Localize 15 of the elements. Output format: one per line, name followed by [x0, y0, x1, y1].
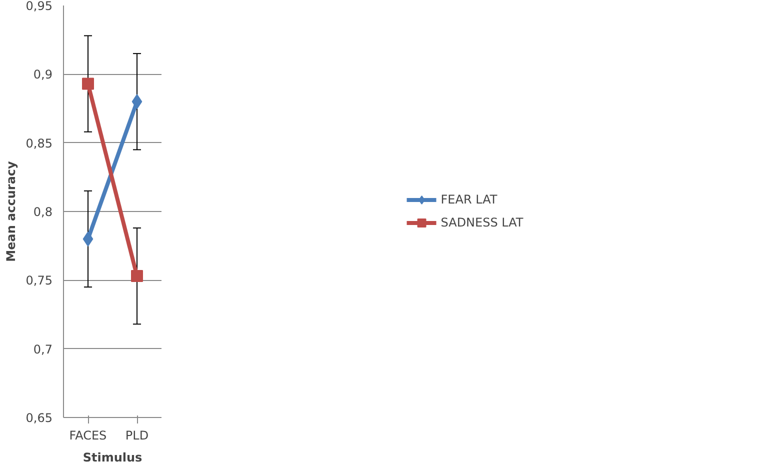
- y-axis-title: Mean accuracy: [4, 160, 18, 262]
- y-tick-label: 0,9: [33, 68, 53, 82]
- y-tick-label: 0,95: [26, 0, 52, 13]
- x-tick-label: FACES: [69, 428, 107, 442]
- y-tick-label: 0,65: [26, 411, 52, 425]
- x-tick-label: PLD: [125, 428, 149, 442]
- legend-label: SADNESS LAT: [440, 216, 524, 230]
- y-tick-label: 0,7: [33, 342, 53, 356]
- y-tick-label: 0,8: [33, 205, 53, 219]
- point: [131, 270, 143, 282]
- x-axis-title: Stimulus: [82, 450, 142, 464]
- y-tick-label: 0,85: [26, 136, 52, 150]
- y-tick-label: 0,75: [26, 274, 52, 288]
- point: [82, 78, 94, 90]
- legend-label: FEAR LAT: [440, 192, 498, 206]
